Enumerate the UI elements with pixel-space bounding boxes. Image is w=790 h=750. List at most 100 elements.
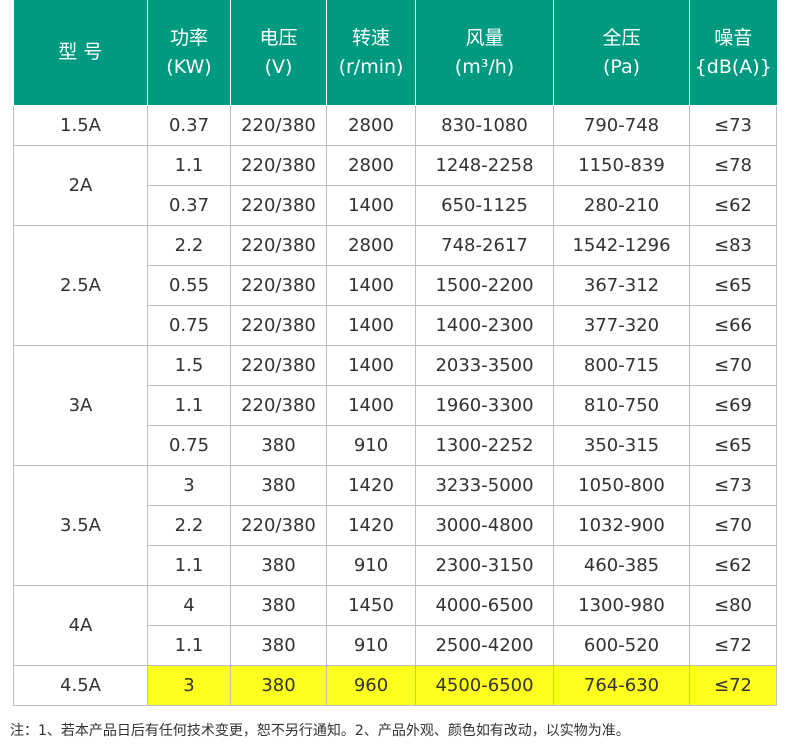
voltage-cell: 380 bbox=[230, 625, 327, 666]
power-cell: 3 bbox=[147, 465, 231, 506]
pressure-cell: 350-315 bbox=[553, 425, 690, 466]
airflow-cell: 1500-2200 bbox=[415, 265, 554, 306]
noise-cell: ≤65 bbox=[689, 425, 777, 466]
noise-cell: ≤70 bbox=[689, 505, 777, 546]
table-row: 1.1 380 910 2500-4200 600-520 ≤72 bbox=[14, 625, 777, 666]
model-cell: 4A bbox=[13, 585, 148, 666]
pressure-cell: 764-630 bbox=[553, 665, 690, 706]
speed-cell: 910 bbox=[326, 625, 416, 666]
airflow-cell: 650-1125 bbox=[415, 185, 554, 226]
table-row: 2A 1.1 220/380 2800 1248-2258 1150-839 ≤78 bbox=[13, 145, 777, 226]
pressure-cell: 1542-1296 bbox=[553, 225, 690, 266]
voltage-cell: 220/380 bbox=[230, 505, 327, 546]
header-speed: 转速 (r/min) bbox=[326, 0, 416, 106]
header-row: 型 号 功率 (KW) 电压 (V) 转速 (r/min) 风量 (m³/h) 全压 (P… bbox=[13, 0, 777, 106]
pressure-cell: 280-210 bbox=[553, 185, 690, 226]
speed-cell: 1420 bbox=[326, 465, 416, 506]
airflow-cell: 748-2617 bbox=[415, 225, 554, 266]
power-cell: 1.1 bbox=[147, 625, 231, 666]
table-row: 3.5A 3 380 1420 3233-5000 1050-800 ≤73 bbox=[13, 465, 777, 586]
pressure-cell: 790-748 bbox=[553, 105, 690, 146]
power-cell: 2.2 bbox=[147, 225, 231, 266]
table-row: 0.55 220/380 1400 1500-2200 367-312 ≤65 bbox=[14, 265, 777, 306]
table-row: 3A 1.5 220/380 1400 2033-3500 800-715 ≤70 bbox=[13, 345, 777, 466]
power-cell: 0.55 bbox=[147, 265, 231, 306]
noise-cell: ≤73 bbox=[689, 105, 777, 146]
speed-cell: 1450 bbox=[326, 585, 416, 626]
speed-cell: 910 bbox=[326, 545, 416, 586]
model-cell: 1.5A bbox=[13, 105, 148, 146]
noise-cell: ≤66 bbox=[689, 305, 777, 346]
noise-cell: ≤80 bbox=[689, 585, 777, 626]
airflow-cell: 3233-5000 bbox=[415, 465, 554, 506]
voltage-cell: 220/380 bbox=[230, 185, 327, 226]
noise-cell: ≤72 bbox=[689, 625, 777, 666]
power-cell: 1.1 bbox=[147, 385, 231, 426]
spec-body: 1.5A 0.37 220/380 2800 830-1080 790-748 ≤73 2A 1… bbox=[13, 105, 777, 706]
power-cell: 0.75 bbox=[147, 305, 231, 346]
model-cell: 4.5A bbox=[13, 665, 148, 706]
pressure-cell: 810-750 bbox=[553, 385, 690, 426]
header-pressure: 全压 (Pa) bbox=[553, 0, 690, 106]
table-row: 4A 4 380 1450 4000-6500 1300-980 ≤80 bbox=[13, 585, 777, 666]
voltage-cell: 220/380 bbox=[230, 225, 327, 266]
noise-cell: ≤69 bbox=[689, 385, 777, 426]
voltage-cell: 220/380 bbox=[230, 385, 327, 426]
voltage-cell: 380 bbox=[230, 425, 327, 466]
pressure-cell: 1032-900 bbox=[553, 505, 690, 546]
pressure-cell: 377-320 bbox=[553, 305, 690, 346]
airflow-cell: 1300-2252 bbox=[415, 425, 554, 466]
airflow-cell: 2033-3500 bbox=[415, 345, 554, 386]
airflow-cell: 1400-2300 bbox=[415, 305, 554, 346]
pressure-cell: 800-715 bbox=[553, 345, 690, 386]
speed-cell: 2800 bbox=[326, 225, 416, 266]
speed-cell: 960 bbox=[326, 665, 416, 706]
power-cell: 0.37 bbox=[147, 185, 231, 226]
power-cell: 2.2 bbox=[147, 505, 231, 546]
noise-cell: ≤62 bbox=[689, 545, 777, 586]
power-cell: 1.1 bbox=[147, 145, 231, 186]
speed-cell: 1400 bbox=[326, 345, 416, 386]
voltage-cell: 220/380 bbox=[230, 145, 327, 186]
power-cell: 0.75 bbox=[147, 425, 231, 466]
spec-table: 型 号 功率 (KW) 电压 (V) 转速 (r/min) 风量 (m³/h) 全压 (P… bbox=[13, 0, 777, 706]
noise-cell: ≤83 bbox=[689, 225, 777, 266]
noise-cell: ≤73 bbox=[689, 465, 777, 506]
footnote: 注：1、若本产品日后有任何技术变更，恕不另行通知。2、产品外观、颜色如有改动，以… bbox=[10, 723, 630, 739]
noise-cell: ≤72 bbox=[689, 665, 777, 706]
airflow-cell: 4000-6500 bbox=[415, 585, 554, 626]
airflow-cell: 830-1080 bbox=[415, 105, 554, 146]
table-row: 1.5A 0.37 220/380 2800 830-1080 790-748 ≤73 bbox=[13, 105, 777, 146]
speed-cell: 2800 bbox=[326, 105, 416, 146]
voltage-cell: 380 bbox=[230, 665, 327, 706]
header-noise: 噪音 {dB(A)} bbox=[689, 0, 777, 106]
speed-cell: 1400 bbox=[326, 305, 416, 346]
header-airflow: 风量 (m³/h) bbox=[415, 0, 554, 106]
header-model: 型 号 bbox=[13, 0, 148, 106]
power-cell: 1.5 bbox=[147, 345, 231, 386]
table-row: 0.75 380 910 1300-2252 350-315 ≤65 bbox=[14, 425, 777, 466]
power-cell: 3 bbox=[147, 665, 231, 706]
voltage-cell: 380 bbox=[230, 585, 327, 626]
pressure-cell: 600-520 bbox=[553, 625, 690, 666]
airflow-cell: 2500-4200 bbox=[415, 625, 554, 666]
noise-cell: ≤70 bbox=[689, 345, 777, 386]
voltage-cell: 380 bbox=[230, 465, 327, 506]
voltage-cell: 220/380 bbox=[230, 305, 327, 346]
airflow-cell: 3000-4800 bbox=[415, 505, 554, 546]
speed-cell: 1420 bbox=[326, 505, 416, 546]
noise-cell: ≤65 bbox=[689, 265, 777, 306]
speed-cell: 1400 bbox=[326, 185, 416, 226]
table-row: 1.1 220/380 1400 1960-3300 810-750 ≤69 bbox=[14, 385, 777, 426]
table-row: 4.5A 3 380 960 4500-6500 764-630 ≤72 bbox=[13, 665, 777, 706]
voltage-cell: 220/380 bbox=[230, 265, 327, 306]
power-cell: 0.37 bbox=[147, 105, 231, 146]
table-row: 2.5A 2.2 220/380 2800 748-2617 1542-1296 ≤83 bbox=[13, 225, 777, 346]
airflow-cell: 1248-2258 bbox=[415, 145, 554, 186]
power-cell: 4 bbox=[147, 585, 231, 626]
table-row: 0.75 220/380 1400 1400-2300 377-320 ≤66 bbox=[14, 305, 777, 346]
airflow-cell: 4500-6500 bbox=[415, 665, 554, 706]
speed-cell: 910 bbox=[326, 425, 416, 466]
voltage-cell: 380 bbox=[230, 545, 327, 586]
airflow-cell: 1960-3300 bbox=[415, 385, 554, 426]
